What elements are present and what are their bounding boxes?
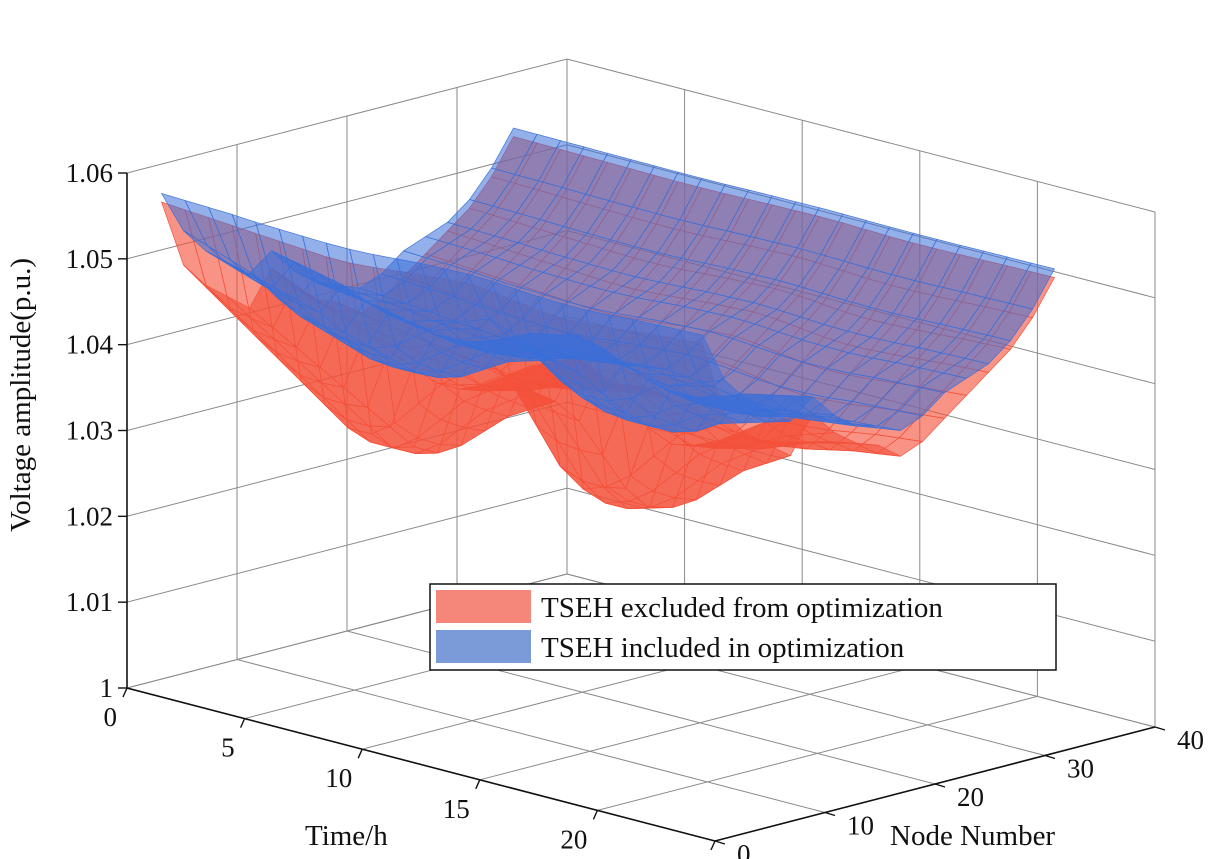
x-axis-label: Time/h [305,820,388,852]
x-axis-line [126,687,716,842]
legend-label-excluded: TSEH excluded from optimization [541,592,943,624]
legend-swatch-included [436,630,531,663]
legend-swatch-excluded [436,590,531,623]
x-tick-mark [357,748,363,759]
y-tick-mark [1154,726,1166,731]
surface-series-1 [160,127,1056,433]
z-tick-label: 1.06 [66,158,113,188]
y-tick-label: 20 [957,782,984,812]
y-axis-label: Node Number [890,820,1055,852]
x-tick-mark [122,687,128,698]
x-tick-label: 0 [104,702,118,732]
y-tick-label: 0 [737,839,751,859]
z-tick-label: 1.04 [66,330,114,360]
x-tick-label: 5 [221,733,235,763]
x-tick-mark [239,718,246,728]
z-tick-label: 1.01 [66,587,113,617]
y-tick-mark [934,783,946,788]
y-tick-label: 40 [1177,725,1204,755]
y-tick-label: 30 [1067,754,1094,784]
surface-patch [160,192,208,247]
z-tick-label: 1.02 [66,501,113,531]
y-tick-label: 10 [847,811,874,841]
y-tick-mark [824,811,836,817]
x-tick-mark [592,810,599,820]
x-tick-label: 10 [325,763,352,793]
y-tick-mark [1044,754,1056,760]
z-tick-label: 1.05 [66,244,113,274]
x-tick-label: 25 [678,855,705,859]
x-tick-mark [475,779,481,790]
axes-layer: 1 1.01 1.02 1.03 1.04 1.05 1.06 0 5 10 15 20 25 0 10 20… [66,158,1204,859]
legend-label-included: TSEH included in optimization [541,632,905,664]
surface-layer [160,127,1056,510]
legend-box [429,583,1057,671]
z-tick-label: 1.03 [66,416,113,446]
z-axis-label: Voltage amplitude(p.u.) [5,258,37,532]
legend: TSEH excluded from optimization TSEH inc… [429,583,1057,671]
x-tick-mark [710,840,716,851]
x-tick-label: 20 [560,824,587,854]
y-tick-mark [714,840,726,845]
x-tick-label: 15 [443,794,470,824]
z-tick-label: 1 [100,673,114,703]
